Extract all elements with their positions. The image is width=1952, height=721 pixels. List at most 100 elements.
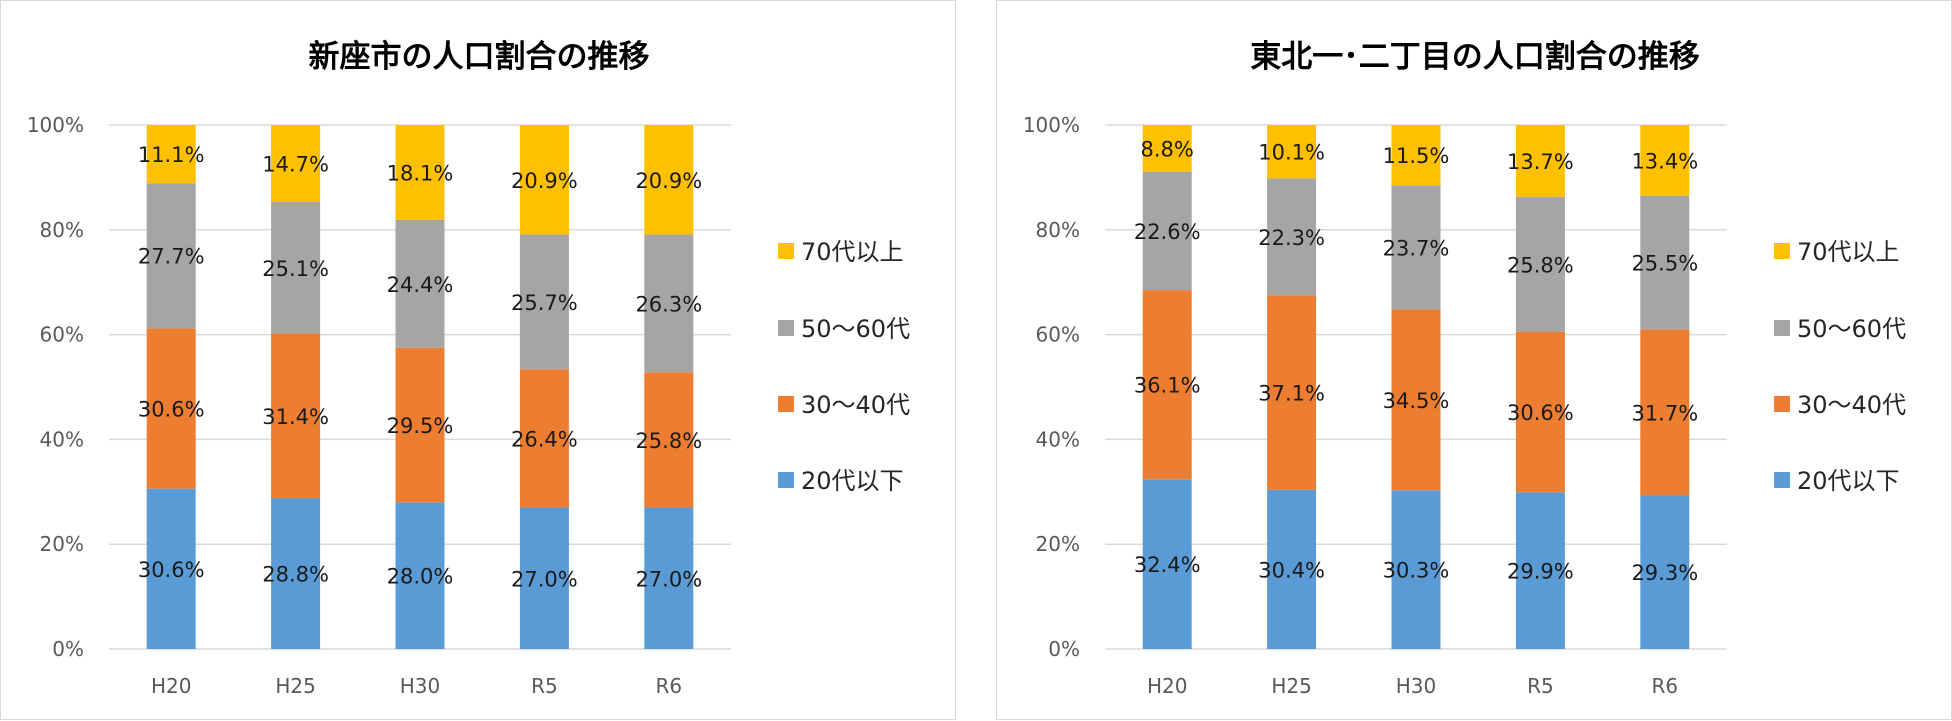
data-label: 30.6% [1507, 401, 1574, 425]
data-label: 22.6% [1134, 220, 1201, 244]
legend-swatch [1774, 243, 1790, 259]
data-label: 25.7% [511, 291, 578, 315]
legend-swatch [1774, 396, 1790, 412]
data-label: 18.1% [387, 161, 454, 185]
legend-label: 70代以上 [801, 238, 904, 266]
legend-swatch [778, 396, 794, 412]
bar-segment [1142, 479, 1192, 649]
y-tick-label: 100% [27, 113, 84, 137]
data-label: 28.0% [387, 565, 454, 589]
x-tick-label: R5 [1527, 674, 1554, 698]
bar-segment [1267, 125, 1317, 179]
data-label: 30.6% [138, 558, 205, 582]
data-label: 11.5% [1383, 144, 1450, 168]
bar-segment [146, 488, 196, 649]
bar-segment [644, 372, 694, 508]
data-label: 27.7% [138, 245, 205, 269]
data-label: 28.8% [262, 563, 329, 587]
bar-segment [1640, 125, 1690, 196]
bar-segment [146, 125, 196, 184]
y-tick-label: 60% [40, 323, 84, 347]
y-tick-label: 0% [1048, 637, 1080, 661]
legend-label: 70代以上 [1797, 238, 1900, 266]
x-tick-label: H30 [1396, 674, 1437, 698]
bar-segment [1267, 489, 1317, 649]
legend-swatch [1774, 472, 1790, 488]
data-label: 25.8% [1507, 253, 1574, 277]
legend-label: 30～40代 [801, 391, 910, 419]
data-label: 27.0% [511, 567, 578, 591]
bar-segment [644, 125, 694, 235]
y-tick-label: 100% [1023, 113, 1080, 137]
bar-segment [644, 234, 694, 373]
bar-segment [1391, 309, 1441, 491]
y-tick-label: 80% [40, 218, 84, 242]
data-label: 29.5% [387, 414, 454, 438]
data-label: 24.4% [387, 273, 454, 297]
x-tick-label: H25 [275, 674, 316, 698]
data-label: 13.4% [1631, 149, 1698, 173]
data-label: 30.4% [1258, 558, 1325, 582]
legend-label: 50～60代 [1797, 315, 1906, 343]
y-tick-label: 40% [1036, 427, 1080, 451]
bar-segment [1391, 490, 1441, 649]
y-tick-label: 40% [40, 427, 84, 451]
bar-segment [146, 328, 196, 489]
bar-segment [1515, 331, 1565, 493]
bar-segment [1142, 171, 1192, 291]
bar-segment [519, 234, 569, 370]
data-label: 31.4% [262, 405, 329, 429]
data-label: 29.3% [1631, 561, 1698, 585]
chart-panel-right: 東北一･二丁目の人口割合の推移 0% 20% 40% 60% 80% 100% 32.4% 3… [996, 0, 1952, 720]
y-tick-label: 0% [52, 637, 84, 661]
legend-label: 50～60代 [801, 315, 910, 343]
x-tick-label: H30 [400, 674, 441, 698]
bar-segment [1391, 185, 1441, 310]
data-label: 31.7% [1631, 401, 1698, 425]
legend-swatch [1774, 320, 1790, 336]
bar-segment [1391, 125, 1441, 186]
bar-segment [395, 219, 445, 348]
data-label: 11.1% [138, 143, 205, 167]
chart-panel-left: 新座市の人口割合の推移 0% 20% 40% 60% 80% 100% 30.6% 30.6%… [0, 0, 956, 720]
data-label: 37.1% [1258, 382, 1325, 406]
x-tick-label: R6 [1651, 674, 1678, 698]
data-label: 20.9% [511, 169, 578, 193]
data-label: 25.1% [262, 257, 329, 281]
x-tick-label: H20 [151, 674, 192, 698]
bar-segment [1142, 290, 1192, 480]
bar-segment [395, 502, 445, 649]
bar-segment [271, 202, 321, 334]
chart-left-svg: 新座市の人口割合の推移 0% 20% 40% 60% 80% 100% 30.6% 30.6%… [27, 39, 910, 698]
bar-segment [395, 347, 445, 503]
y-tick-label: 80% [1036, 218, 1080, 242]
x-tick-label: R5 [531, 674, 558, 698]
data-label: 22.3% [1258, 226, 1325, 250]
y-tick-label: 20% [40, 532, 84, 556]
data-label: 36.1% [1134, 374, 1201, 398]
data-label: 26.3% [635, 292, 702, 316]
data-label: 14.7% [262, 153, 329, 177]
bar-segment [1515, 196, 1565, 332]
bar-segment [1142, 125, 1192, 172]
bar-segment [1640, 495, 1690, 649]
bar-segment [271, 498, 321, 649]
chart-title: 新座市の人口割合の推移 [309, 39, 650, 75]
bar-segment [519, 125, 569, 235]
bar-segment [1515, 492, 1565, 649]
data-label: 8.8% [1141, 137, 1194, 161]
data-label: 13.7% [1507, 150, 1574, 174]
bar-segment [1267, 295, 1317, 490]
legend-label: 20代以下 [801, 467, 904, 495]
data-label: 10.1% [1258, 141, 1325, 165]
bar-segment [519, 369, 569, 508]
chart-title: 東北一･二丁目の人口割合の推移 [1250, 39, 1700, 75]
bar-segment [271, 333, 321, 499]
bar-segment [1640, 195, 1690, 330]
x-tick-label: R6 [655, 674, 682, 698]
data-label: 34.5% [1383, 389, 1450, 413]
bar-segment [644, 507, 694, 649]
legend-swatch [778, 320, 794, 336]
bar-segment [519, 507, 569, 649]
bar-segment [1267, 178, 1317, 296]
